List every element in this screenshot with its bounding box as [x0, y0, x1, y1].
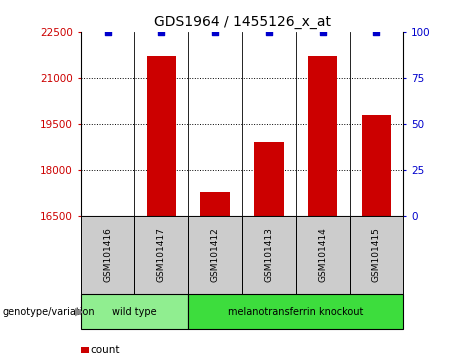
Text: GSM101416: GSM101416 [103, 227, 112, 282]
Bar [308, 56, 337, 216]
Point [319, 29, 326, 35]
Point [265, 29, 272, 35]
Bar [362, 115, 391, 216]
Text: GSM101414: GSM101414 [318, 228, 327, 282]
Text: GSM101417: GSM101417 [157, 227, 166, 282]
Text: GSM101413: GSM101413 [265, 227, 273, 282]
Text: genotype/variation: genotype/variation [2, 307, 95, 316]
Point [373, 29, 380, 35]
Text: ▶: ▶ [75, 307, 83, 316]
Bar [254, 142, 284, 216]
Text: GSM101415: GSM101415 [372, 227, 381, 282]
Point [212, 29, 219, 35]
Text: GSM101412: GSM101412 [211, 228, 219, 282]
Bar [201, 192, 230, 216]
Point [158, 29, 165, 35]
Text: melanotransferrin knockout: melanotransferrin knockout [228, 307, 363, 316]
Text: wild type: wild type [112, 307, 157, 316]
Title: GDS1964 / 1455126_x_at: GDS1964 / 1455126_x_at [154, 16, 331, 29]
Point [104, 29, 111, 35]
Bar [147, 56, 176, 216]
Text: count: count [91, 345, 120, 354]
